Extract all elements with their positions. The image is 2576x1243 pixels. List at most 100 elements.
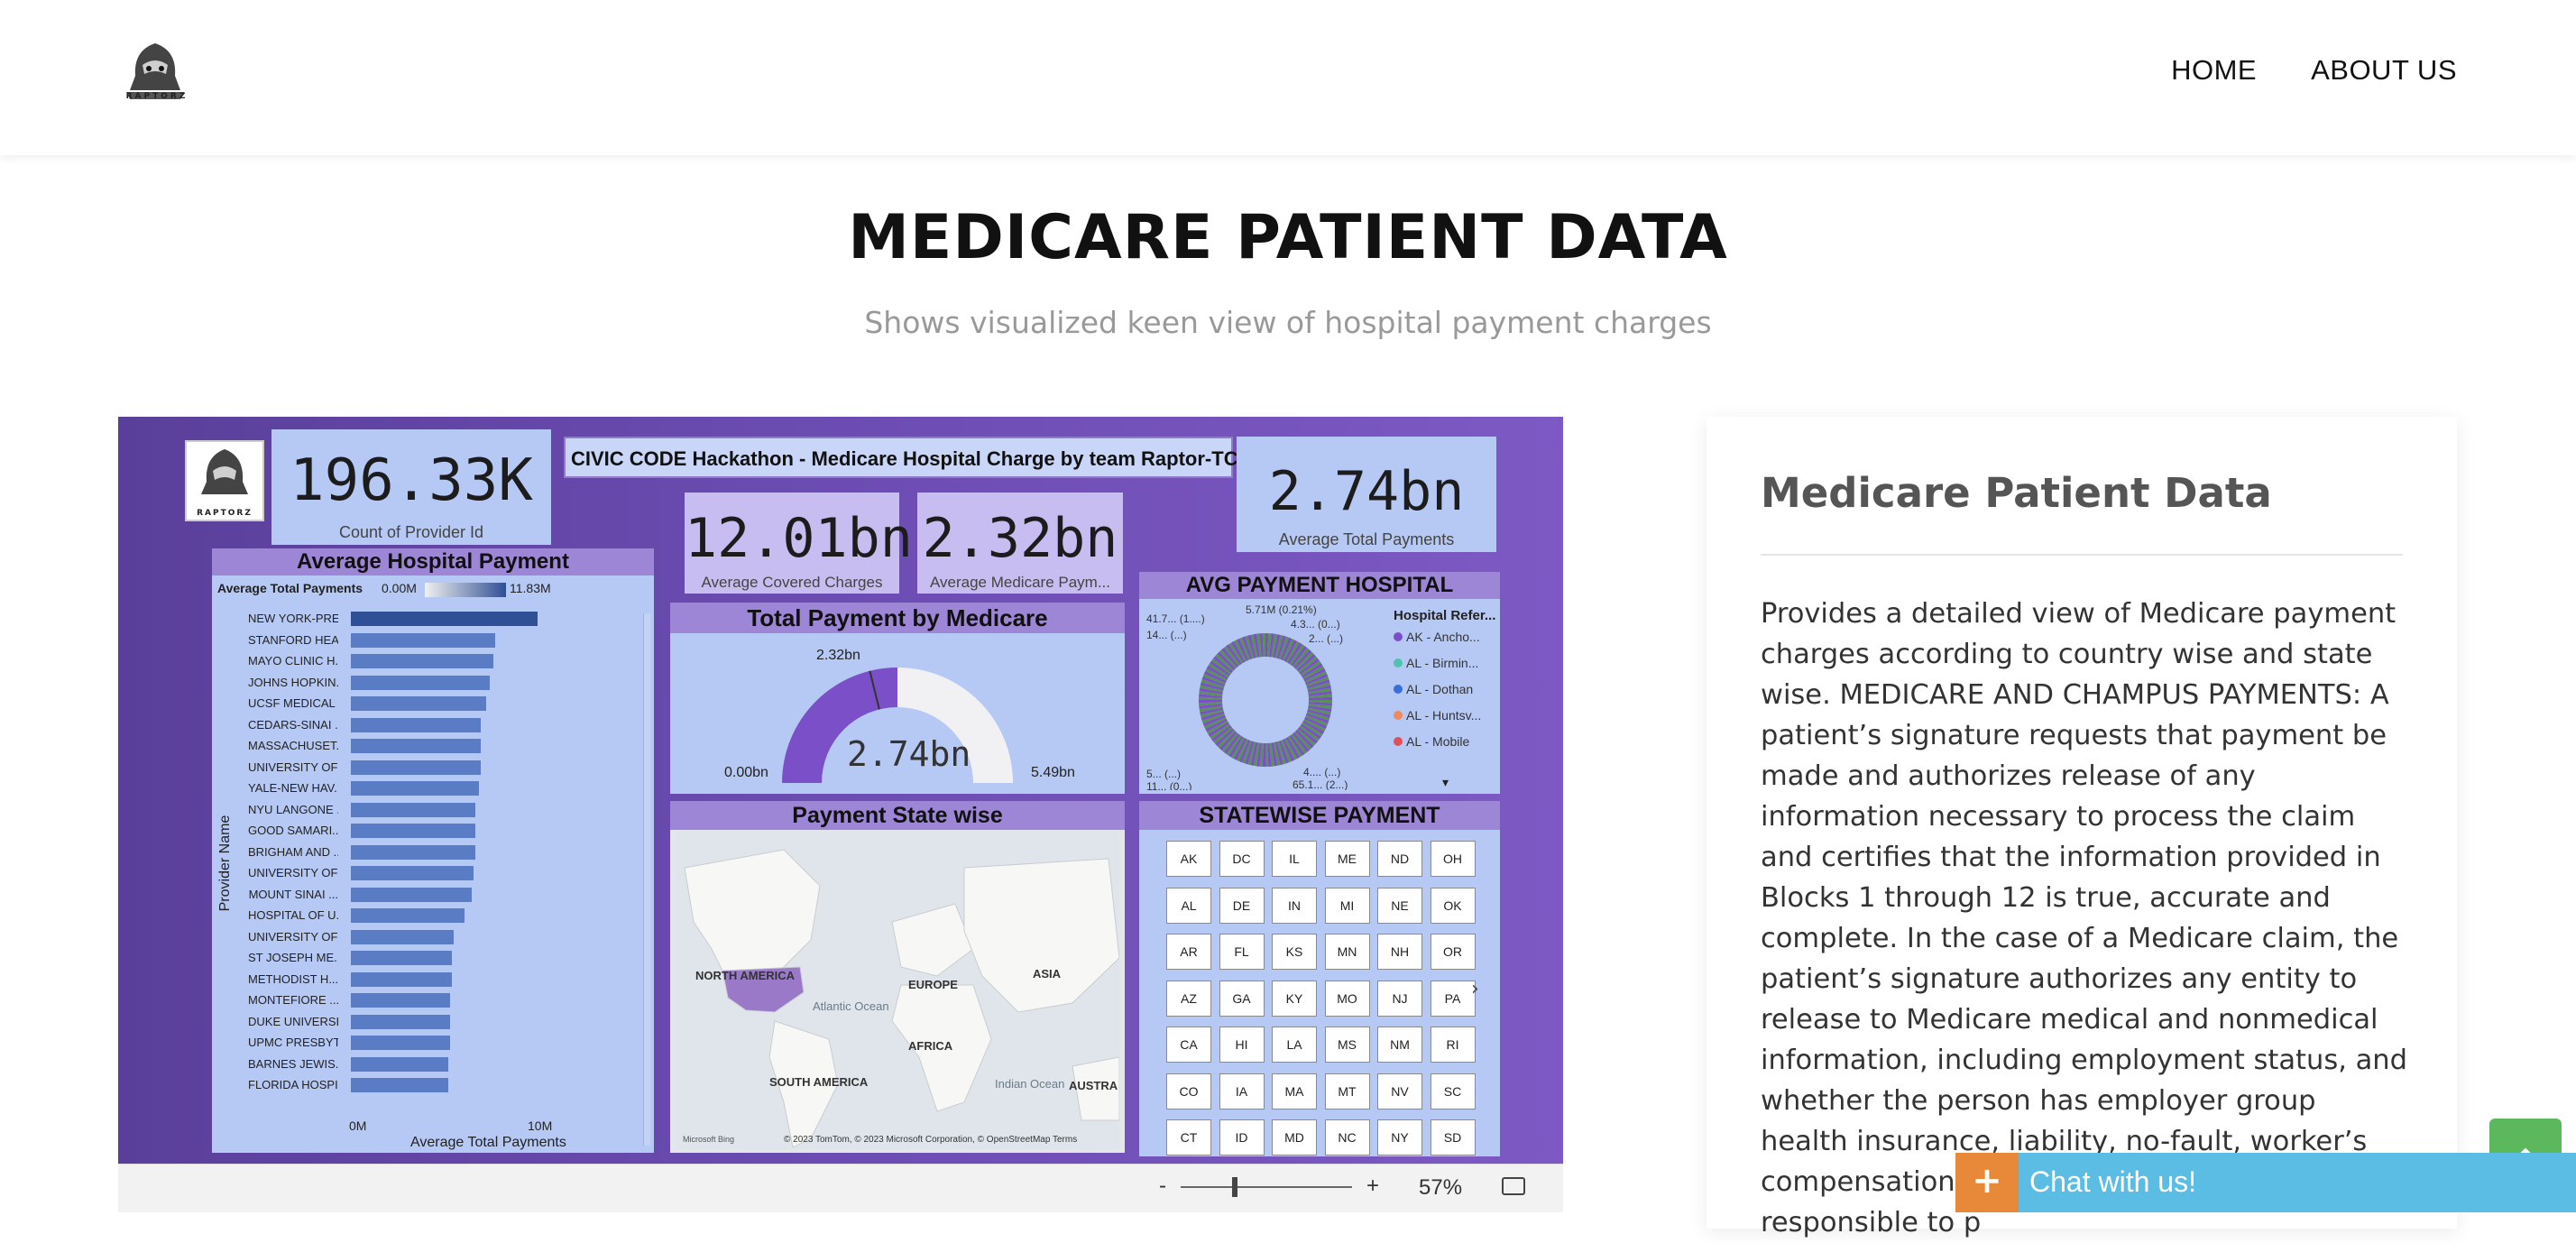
- hospital-bar[interactable]: [351, 951, 452, 965]
- donut-slice[interactable]: [1226, 644, 1242, 666]
- donut-slice[interactable]: [1304, 716, 1328, 730]
- donut-slice[interactable]: [1199, 702, 1223, 706]
- hospital-bar-row[interactable]: MAYO CLINIC H...: [221, 654, 645, 670]
- donut-slice[interactable]: [1292, 648, 1310, 668]
- donut-slice[interactable]: [1199, 704, 1223, 709]
- donut-slice[interactable]: [1245, 635, 1255, 659]
- donut-slice[interactable]: [1210, 723, 1231, 740]
- hospital-bar[interactable]: [351, 1056, 448, 1072]
- donut-slice[interactable]: [1269, 633, 1274, 658]
- hospital-bar-row[interactable]: CEDARS-SINAI ...: [221, 717, 645, 734]
- kpi-provider-count[interactable]: 196.33K Count of Provider Id: [271, 429, 551, 545]
- hospital-bar[interactable]: [351, 654, 494, 668]
- hospital-bar-row[interactable]: UPMC PRESBYT...: [221, 1036, 645, 1052]
- donut-slice[interactable]: [1201, 713, 1226, 724]
- donut-slice[interactable]: [1307, 685, 1331, 693]
- donut-slice[interactable]: [1199, 687, 1223, 695]
- state-button-ks[interactable]: KS: [1272, 934, 1317, 970]
- statewise-payment-slicer[interactable]: STATEWISE PAYMENT AK DC IL ME ND OH AL DE IN MI NE…: [1139, 801, 1500, 1156]
- donut-slice[interactable]: [1285, 640, 1300, 663]
- donut-slice[interactable]: [1236, 739, 1249, 762]
- state-button-mo[interactable]: MO: [1324, 980, 1370, 1017]
- donut-slice[interactable]: [1201, 679, 1225, 689]
- donut-slice[interactable]: [1289, 734, 1305, 756]
- donut-slice[interactable]: [1274, 741, 1283, 766]
- state-button-fl[interactable]: FL: [1219, 934, 1265, 970]
- hospital-payment-scrollbar[interactable]: [643, 613, 650, 1146]
- donut-slice[interactable]: [1308, 694, 1332, 698]
- hospital-bar-row[interactable]: NYU LANGONE ...: [221, 802, 645, 819]
- donut-slice[interactable]: [1299, 658, 1320, 675]
- donut-slice[interactable]: [1253, 742, 1260, 767]
- donut-slice[interactable]: [1303, 718, 1326, 732]
- donut-slice[interactable]: [1238, 740, 1251, 763]
- state-button-ny[interactable]: NY: [1377, 1119, 1422, 1156]
- donut-slice[interactable]: [1221, 648, 1239, 668]
- donut-slice[interactable]: [1308, 705, 1332, 713]
- hospital-bar-row[interactable]: FLORIDA HOSPI...: [221, 1078, 645, 1094]
- donut-slice[interactable]: [1308, 687, 1332, 695]
- state-button-ak[interactable]: AK: [1166, 841, 1211, 877]
- donut-slice[interactable]: [1299, 725, 1320, 742]
- donut-slice[interactable]: [1296, 653, 1316, 672]
- donut-slice[interactable]: [1302, 666, 1325, 680]
- donut-slice[interactable]: [1215, 653, 1235, 672]
- donut-slice[interactable]: [1238, 637, 1251, 660]
- donut-slice[interactable]: [1302, 720, 1325, 734]
- state-button-co[interactable]: CO: [1166, 1073, 1211, 1109]
- medicare-gauge-chart[interactable]: Total Payment by Medicare 2.32bn 2.74bn …: [670, 603, 1125, 794]
- donut-slice[interactable]: [1202, 673, 1226, 686]
- donut-slice[interactable]: [1291, 733, 1308, 754]
- hospital-bar-row[interactable]: UNIVERSITY OF ...: [221, 929, 645, 946]
- donut-slice[interactable]: [1199, 696, 1223, 700]
- hospital-bar[interactable]: [351, 612, 538, 626]
- donut-slice[interactable]: [1271, 633, 1278, 658]
- donut-slice[interactable]: [1308, 704, 1332, 709]
- donut-slice[interactable]: [1280, 740, 1293, 763]
- hospital-bar[interactable]: [351, 1078, 448, 1092]
- hospital-payment-chart[interactable]: Average Hospital Payment Average Total P…: [212, 548, 654, 1153]
- donut-slice[interactable]: [1278, 740, 1290, 764]
- payment-state-map[interactable]: Payment State wise NORTH AMERICA EUROPE AS…: [670, 801, 1125, 1153]
- donut-slice[interactable]: [1305, 676, 1329, 687]
- donut-slice[interactable]: [1273, 634, 1281, 658]
- hospital-bar[interactable]: [351, 760, 482, 775]
- donut-slice[interactable]: [1280, 637, 1293, 660]
- donut-slice[interactable]: [1269, 742, 1274, 767]
- zoom-slider-thumb[interactable]: [1232, 1177, 1237, 1197]
- hospital-bar[interactable]: [351, 717, 482, 732]
- hospital-bar-row[interactable]: JOHNS HOPKIN...: [221, 675, 645, 692]
- hospital-bar-row[interactable]: NEW YORK-PRE...: [221, 612, 645, 628]
- donut-slice[interactable]: [1200, 685, 1224, 693]
- donut-slice[interactable]: [1274, 634, 1283, 658]
- hospital-bar-row[interactable]: DUKE UNIVERSI...: [221, 1014, 645, 1031]
- state-button-sc[interactable]: SC: [1430, 1073, 1476, 1109]
- donut-slice[interactable]: [1208, 663, 1229, 678]
- hospital-bar-row[interactable]: METHODIST H...: [221, 971, 645, 989]
- hospital-bar[interactable]: [351, 887, 472, 902]
- donut-slice[interactable]: [1210, 660, 1231, 677]
- donut-slice[interactable]: [1219, 731, 1237, 750]
- state-button-dc[interactable]: DC: [1219, 841, 1265, 877]
- hospital-bar[interactable]: [351, 929, 454, 944]
- donut-slice[interactable]: [1295, 730, 1314, 749]
- donut-slice[interactable]: [1231, 640, 1246, 663]
- donut-slice[interactable]: [1298, 726, 1318, 744]
- hospital-bar-row[interactable]: BARNES JEWIS...: [221, 1056, 645, 1073]
- donut-slice[interactable]: [1213, 656, 1233, 674]
- state-button-de[interactable]: DE: [1219, 887, 1265, 924]
- donut-slice[interactable]: [1201, 676, 1226, 687]
- hospital-bar[interactable]: [351, 824, 475, 838]
- donut-slice[interactable]: [1304, 670, 1328, 684]
- donut-legend-item[interactable]: AL - Birmin...: [1394, 656, 1478, 670]
- donut-slice[interactable]: [1300, 723, 1321, 740]
- state-button-md[interactable]: MD: [1272, 1119, 1317, 1156]
- hospital-bar[interactable]: [351, 971, 452, 987]
- donut-slice[interactable]: [1306, 711, 1330, 721]
- chat-plus-icon[interactable]: +: [1955, 1153, 2019, 1212]
- donut-slice[interactable]: [1256, 742, 1262, 767]
- donut-slice[interactable]: [1308, 691, 1332, 696]
- donut-slice[interactable]: [1283, 738, 1298, 760]
- state-button-ia[interactable]: IA: [1219, 1073, 1265, 1109]
- donut-slice[interactable]: [1200, 707, 1224, 715]
